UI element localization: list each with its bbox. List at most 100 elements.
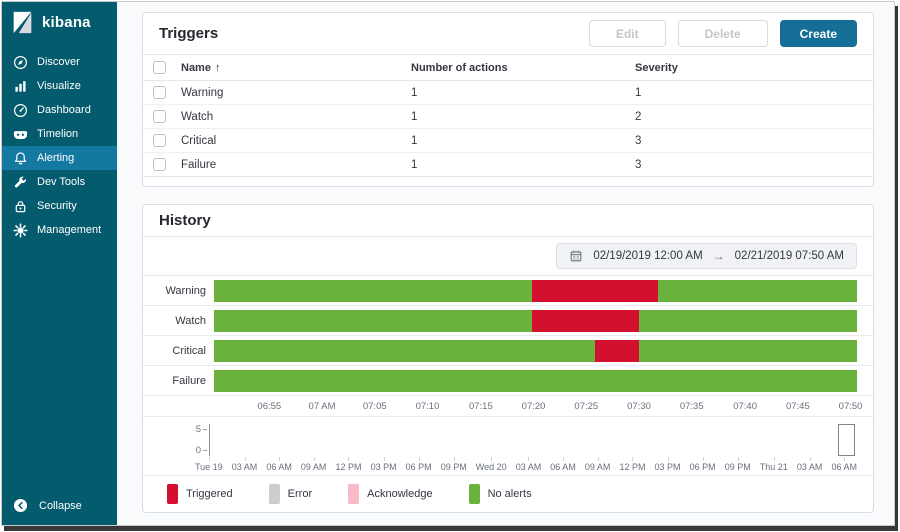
dev-tools-icon	[13, 175, 28, 190]
security-icon	[13, 199, 28, 214]
y-tick-max: 5	[196, 424, 207, 435]
history-timeline: Warning Watch Critical Failure	[143, 276, 873, 396]
column-header-severity[interactable]: Severity	[635, 61, 678, 74]
y-tick-min: 0	[196, 445, 207, 456]
trigger-severity-cell: 3	[635, 134, 642, 147]
overview-tick-label: 03 AM	[797, 457, 822, 472]
axis-tick-label: 07:45	[785, 401, 810, 412]
sidebar-item-visualize[interactable]: Visualize	[2, 74, 117, 98]
timeline-triggered-segment	[594, 339, 639, 362]
legend-item: Error	[268, 484, 313, 504]
timeline-bar[interactable]	[214, 339, 857, 362]
sidebar-item-dashboard[interactable]: Dashboard	[2, 98, 117, 122]
legend-swatch	[268, 484, 280, 504]
trigger-actions-cell: 1	[411, 134, 418, 147]
overview-tick-label: 03 PM	[655, 457, 681, 472]
collapse-circle-icon	[13, 498, 28, 513]
timeline-row: Warning	[143, 276, 873, 306]
overview-x-labels: Tue 19 03 AM 06 AM 09 AM 12 PM 03 PM 06 PM 09 P…	[195, 457, 857, 472]
legend-label: Acknowledge	[367, 488, 433, 500]
overview-tick-label: 09 AM	[301, 457, 326, 472]
legend-item: Triggered	[167, 484, 233, 504]
timeline-axis: 06:55 07 AM 07:05 07:10 07:15 07:20 07:25 07:30…	[214, 396, 862, 416]
edit-button[interactable]: Edit	[588, 20, 666, 47]
overview-tick-label: 03 PM	[371, 457, 397, 472]
row-checkbox[interactable]	[153, 134, 166, 147]
logo-row[interactable]: kibana	[2, 2, 117, 44]
date-range-end[interactable]: 02/21/2019 07:50 AM	[734, 250, 844, 262]
table-row[interactable]: Warning 1 1	[143, 81, 873, 105]
timeline-row-label: Warning	[165, 284, 206, 297]
overview-tick-label: 06 PM	[406, 457, 432, 472]
calendar-icon	[569, 249, 583, 263]
axis-tick-label: 07:20	[521, 401, 546, 412]
create-button[interactable]: Create	[779, 20, 857, 47]
history-panel-header: History	[143, 205, 873, 237]
overview-tick-label: 12 PM	[335, 457, 362, 472]
trigger-severity-cell: 1	[635, 86, 642, 99]
trigger-severity-cell: 3	[635, 158, 642, 171]
sidebar-item-alerting[interactable]: Alerting	[2, 146, 117, 170]
main-content: Triggers Edit Delete Create Name ↑ Number…	[117, 2, 894, 525]
axis-tick-label: 07:15	[468, 401, 493, 412]
timeline-axis-row: 06:55 07 AM 07:05 07:10 07:15 07:20 07:25 07:30…	[143, 396, 873, 417]
legend-swatch	[468, 484, 480, 504]
column-header-name[interactable]: Name ↑	[181, 61, 221, 74]
triggers-table-header: Name ↑ Number of actions Severity	[143, 55, 873, 81]
trigger-name-cell: Critical	[181, 134, 217, 147]
overview-tick-label: 03 AM	[516, 457, 541, 472]
row-checkbox[interactable]	[153, 86, 166, 99]
sidebar-item-discover[interactable]: Discover	[2, 50, 117, 74]
column-header-actions[interactable]: Number of actions	[411, 61, 508, 74]
timeline-bar[interactable]	[214, 279, 857, 302]
triggers-table-body: Warning 1 1 Watch 1 2 Critical 1 3 Failure 1 3	[143, 81, 873, 177]
timeline-row-label: Critical	[172, 344, 206, 357]
history-title: History	[159, 212, 211, 229]
table-row[interactable]: Failure 1 3	[143, 153, 873, 177]
date-range-picker[interactable]: 02/19/2019 12:00 AM → 02/21/2019 07:50 A…	[556, 243, 857, 269]
sidebar-item-label: Management	[37, 224, 102, 236]
table-row[interactable]: Critical 1 3	[143, 129, 873, 153]
table-row[interactable]: Watch 1 2	[143, 105, 873, 129]
sidebar-item-security[interactable]: Security	[2, 194, 117, 218]
sidebar-item-management[interactable]: Management	[2, 218, 117, 242]
sidebar-item-dev-tools[interactable]: Dev Tools	[2, 170, 117, 194]
time-brush-handle[interactable]	[838, 424, 855, 456]
legend-item: No alerts	[468, 484, 532, 504]
date-range-start[interactable]: 02/19/2019 12:00 AM	[593, 250, 703, 262]
overview-tick-label: 06 AM	[550, 457, 576, 472]
timeline-row-label: Watch	[175, 314, 206, 327]
timeline-row: Failure	[143, 366, 873, 396]
axis-tick-label: 06:55	[257, 401, 282, 412]
legend-label: No alerts	[487, 488, 532, 500]
sidebar-nav: Discover Visualize Dashboard Timelion Alerti…	[2, 50, 117, 242]
triggers-title: Triggers	[159, 25, 219, 42]
overview-plot-area[interactable]	[209, 424, 857, 456]
row-checkbox[interactable]	[153, 110, 166, 123]
row-checkbox[interactable]	[153, 158, 166, 171]
timeline-triggered-segment	[531, 309, 640, 332]
sidebar-item-timelion[interactable]: Timelion	[2, 122, 117, 146]
management-icon	[13, 222, 28, 238]
timeline-row-label: Failure	[172, 374, 206, 387]
timeline-bar[interactable]	[214, 369, 857, 392]
legend-label: Error	[287, 488, 313, 500]
overview-tick-label: 09 PM	[441, 457, 467, 472]
trigger-name-cell: Failure	[181, 158, 217, 171]
select-all-checkbox[interactable]	[153, 61, 166, 74]
sidebar-item-label: Dev Tools	[37, 176, 86, 188]
axis-tick-label: 07:30	[627, 401, 651, 412]
trigger-actions-cell: 1	[411, 86, 418, 99]
axis-tick-label: 07 AM	[308, 401, 336, 412]
axis-tick-label: 07:10	[415, 401, 440, 412]
triggers-actions: Edit Delete Create	[588, 20, 857, 47]
delete-button[interactable]: Delete	[677, 20, 768, 47]
visualize-icon	[13, 79, 28, 94]
overview-tick-label: Tue 19	[195, 457, 223, 472]
legend-label: Triggered	[186, 488, 233, 500]
timeline-row: Critical	[143, 336, 873, 366]
collapse-button[interactable]: Collapse	[2, 498, 82, 513]
timeline-bar[interactable]	[214, 309, 857, 332]
axis-tick-label: 07:05	[362, 401, 387, 412]
triggers-panel-header: Triggers Edit Delete Create	[143, 13, 873, 55]
